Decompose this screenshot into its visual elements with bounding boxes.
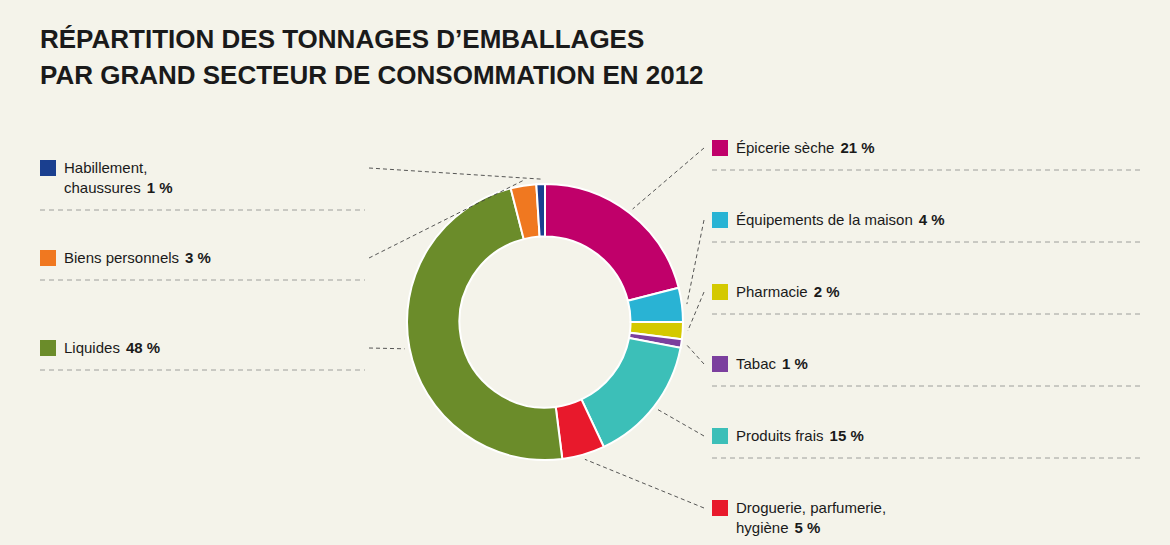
legend-label: Équipements de la maison [736,211,913,228]
connector [369,348,405,350]
legend-swatch [712,500,728,516]
separator [712,314,1140,315]
legend-swatch [712,284,728,300]
data-label: 3 % [185,249,211,266]
legend-swatch [40,340,56,356]
data-label: 5 % [795,519,821,536]
connector [369,181,523,258]
legend-label: Habillement,chaussures [64,159,147,196]
legend-label: Droguerie, parfumerie,hygiène [736,499,886,536]
donut-slice [628,288,683,322]
separator [40,210,365,211]
legend-label: Tabac [736,355,777,372]
separator [40,370,365,371]
legend-swatch [40,160,56,176]
data-label: 2 % [814,283,840,300]
connector [687,220,704,304]
data-label: 4 % [919,211,945,228]
data-label: 1 % [147,179,173,196]
donut-slice [545,184,679,301]
connector [585,459,704,508]
donut [407,184,683,460]
donut-slice [556,399,604,458]
chart: RÉPARTITION DES TONNAGES D’EMBALLAGES PAR… [0,0,1170,545]
legend-swatch [712,428,728,444]
legend-swatch [40,250,56,266]
legend-swatch [712,140,728,156]
connector [686,344,704,364]
connector [633,148,704,209]
legend-label: Épicerie sèche [736,139,834,156]
subtitle: PAR GRAND SECTEUR DE CONSOMMATION EN 201… [40,60,704,90]
connector [658,410,704,436]
chart-container: RÉPARTITION DES TONNAGES D’EMBALLAGES PAR… [0,0,1170,545]
donut-slice [536,184,545,237]
separator [40,280,365,281]
background [0,0,1170,545]
connectors [369,148,704,508]
donut-slice [511,184,540,239]
separator [712,242,1140,243]
legend-label: Biens personnels [64,249,179,266]
legend-label: Produits frais [736,427,824,444]
data-label: 1 % [782,355,808,372]
separator [712,170,1140,171]
separator [712,458,1140,459]
legend-swatch [712,356,728,372]
data-label: 15 % [830,427,864,444]
data-label: 48 % [126,339,160,356]
legend-swatch [712,212,728,228]
legend: Épicerie sèche 21 % Équipements de la mais… [40,139,1140,545]
separator [712,386,1140,387]
connector [688,292,704,331]
connector [369,168,541,179]
title: RÉPARTITION DES TONNAGES D’EMBALLAGES [40,24,644,54]
legend-label: Pharmacie [736,283,808,300]
legend-label: Liquides [64,339,120,356]
data-label: 21 % [840,139,874,156]
